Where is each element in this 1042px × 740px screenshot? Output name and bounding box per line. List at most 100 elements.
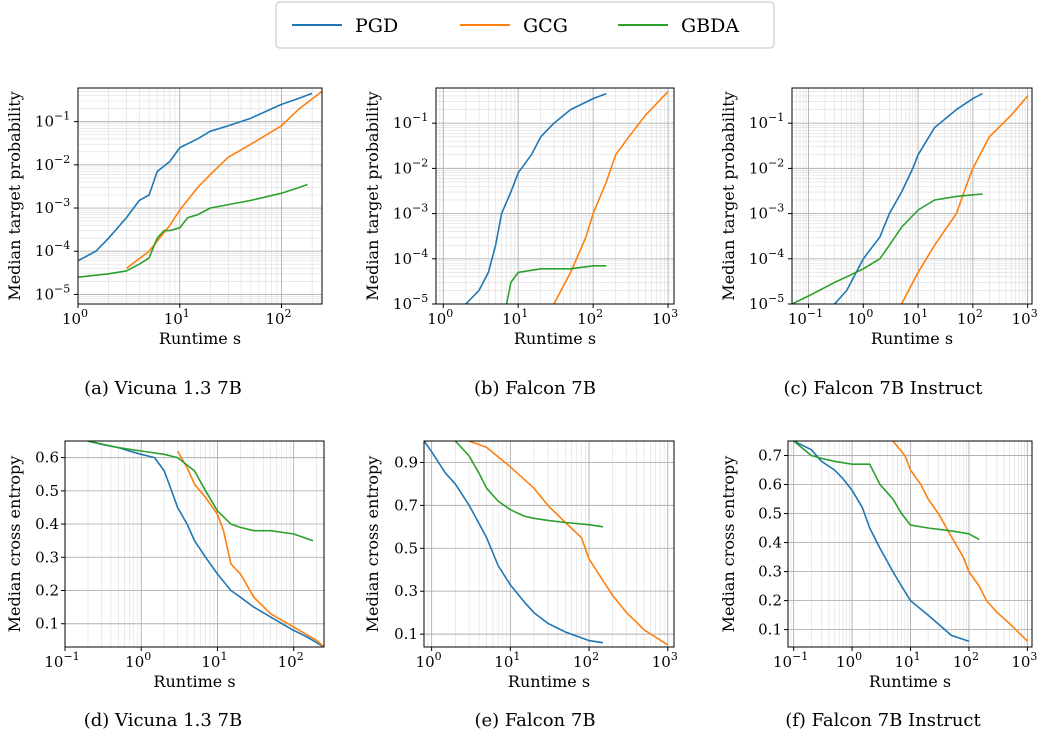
y-tick-exponent: −5 bbox=[54, 282, 70, 295]
legend-frame bbox=[275, 1, 775, 49]
legend-label-gcg: GCG bbox=[523, 15, 568, 37]
y-tick-label: 10 bbox=[393, 159, 412, 177]
y-tick-exponent: −3 bbox=[412, 202, 428, 215]
x-tick-base: 10 bbox=[573, 653, 592, 671]
y-tick-exponent: −4 bbox=[768, 247, 784, 260]
x-tick-exponent: 1 bbox=[521, 307, 528, 320]
y-tick-exponent: −4 bbox=[54, 239, 70, 252]
y-axis-label: Median cross entropy bbox=[5, 456, 24, 633]
y-tick-label: 10 bbox=[35, 156, 54, 174]
series-line-gcg bbox=[553, 91, 669, 304]
y-tick-label: 0.5 bbox=[394, 539, 418, 557]
x-tick-exponent: 0 bbox=[866, 307, 873, 320]
x-tick-base: 10 bbox=[847, 310, 866, 328]
x-tick-label: 102 bbox=[957, 307, 983, 328]
x-tick-exponent: 0 bbox=[81, 307, 88, 320]
y-axis-label: Median cross entropy bbox=[363, 456, 382, 633]
x-axis-label: Runtime s bbox=[869, 672, 951, 691]
x-tick-label: 101 bbox=[894, 650, 920, 671]
x-tick-label: 102 bbox=[265, 307, 291, 328]
x-tick-base: 10 bbox=[278, 653, 297, 671]
y-tick-exponent: −1 bbox=[412, 111, 428, 124]
x-tick-label: 10−1 bbox=[44, 650, 79, 671]
x-tick-exponent: 0 bbox=[435, 650, 442, 663]
chart-panel-6: 10−1 100 101 102 1030.10.20.30.40.50.60.7Run… bbox=[719, 440, 1037, 731]
y-tick-label: 0.7 bbox=[394, 496, 418, 514]
legend-label-gbda: GBDA bbox=[681, 15, 739, 37]
x-tick-label: 100 bbox=[847, 307, 873, 328]
y-tick-exponent: −5 bbox=[412, 292, 428, 305]
plot-frame bbox=[77, 87, 323, 305]
x-tick-label: 103 bbox=[1012, 307, 1038, 328]
plot-frame bbox=[787, 440, 1033, 648]
y-tick-label: 10 bbox=[749, 250, 768, 268]
y-tick-label: 0.7 bbox=[758, 447, 782, 465]
grid bbox=[788, 441, 1032, 647]
y-tick-label: 10 bbox=[749, 205, 768, 223]
y-tick-label: 10 bbox=[749, 159, 768, 177]
x-tick-exponent: 0 bbox=[144, 650, 151, 663]
x-tick-base: 10 bbox=[1011, 653, 1030, 671]
x-axis-label: Runtime s bbox=[514, 329, 596, 348]
y-tick-label: 0.3 bbox=[35, 548, 59, 566]
y-tick-label: 0.1 bbox=[758, 621, 782, 639]
y-tick-label: 0.4 bbox=[35, 515, 59, 533]
y-tick-label: 10 bbox=[749, 295, 768, 313]
x-tick-label: 101 bbox=[201, 650, 227, 671]
series-line-gcg bbox=[892, 441, 1028, 642]
x-tick-base: 10 bbox=[788, 310, 807, 328]
x-tick-exponent: 2 bbox=[972, 650, 979, 663]
panel-caption: (d) Vicuna 1.3 7B bbox=[84, 710, 242, 731]
x-tick-exponent: −1 bbox=[807, 307, 823, 320]
grid bbox=[424, 441, 674, 647]
series-line-gbda bbox=[505, 265, 607, 304]
x-tick-base: 10 bbox=[164, 310, 183, 328]
x-tick-base: 10 bbox=[652, 653, 671, 671]
y-tick-label: 10 bbox=[749, 114, 768, 132]
x-tick-label: 100 bbox=[62, 307, 88, 328]
x-axis-label: Runtime s bbox=[159, 329, 241, 348]
series-line-gbda bbox=[792, 193, 983, 304]
x-tick-label: 100 bbox=[836, 650, 862, 671]
y-tick-label: 0.4 bbox=[758, 534, 782, 552]
x-tick-label: 103 bbox=[652, 650, 678, 671]
y-tick-label: 0.3 bbox=[394, 582, 418, 600]
x-tick-label: 103 bbox=[652, 307, 678, 328]
x-tick-label: 10−1 bbox=[788, 307, 823, 328]
y-tick-exponent: −3 bbox=[54, 196, 70, 209]
y-tick-label: 10 bbox=[35, 199, 54, 217]
y-tick-label: 0.5 bbox=[35, 482, 59, 500]
series-line-gcg bbox=[176, 450, 324, 647]
x-tick-base: 10 bbox=[902, 310, 921, 328]
grid bbox=[436, 88, 674, 304]
y-tick-label: 10 bbox=[393, 250, 412, 268]
series-line-gbda bbox=[454, 441, 604, 528]
x-tick-exponent: 0 bbox=[446, 307, 453, 320]
x-tick-base: 10 bbox=[265, 310, 284, 328]
grid bbox=[792, 88, 1032, 304]
x-tick-base: 10 bbox=[577, 310, 596, 328]
x-tick-base: 10 bbox=[125, 653, 144, 671]
series-line-pgd bbox=[793, 441, 970, 642]
grid bbox=[65, 441, 324, 647]
y-tick-label: 0.1 bbox=[35, 615, 59, 633]
series-line-gbda bbox=[87, 441, 314, 542]
x-tick-exponent: 2 bbox=[976, 307, 983, 320]
x-tick-exponent: 2 bbox=[596, 307, 603, 320]
x-tick-exponent: 0 bbox=[855, 650, 862, 663]
y-tick-label: 10 bbox=[393, 295, 412, 313]
x-tick-base: 10 bbox=[494, 653, 513, 671]
y-tick-label: 0.2 bbox=[35, 582, 59, 600]
panel-caption: (f) Falcon 7B Instruct bbox=[785, 710, 981, 731]
x-tick-exponent: −1 bbox=[792, 650, 808, 663]
y-tick-exponent: −5 bbox=[768, 292, 784, 305]
x-tick-exponent: 2 bbox=[592, 650, 599, 663]
x-tick-exponent: 1 bbox=[513, 650, 520, 663]
series-line-pgd bbox=[424, 441, 604, 644]
x-tick-base: 10 bbox=[957, 310, 976, 328]
x-axis-label: Runtime s bbox=[871, 329, 953, 348]
x-tick-label: 101 bbox=[902, 307, 928, 328]
legend: PGD GCG GBDA bbox=[275, 1, 775, 49]
